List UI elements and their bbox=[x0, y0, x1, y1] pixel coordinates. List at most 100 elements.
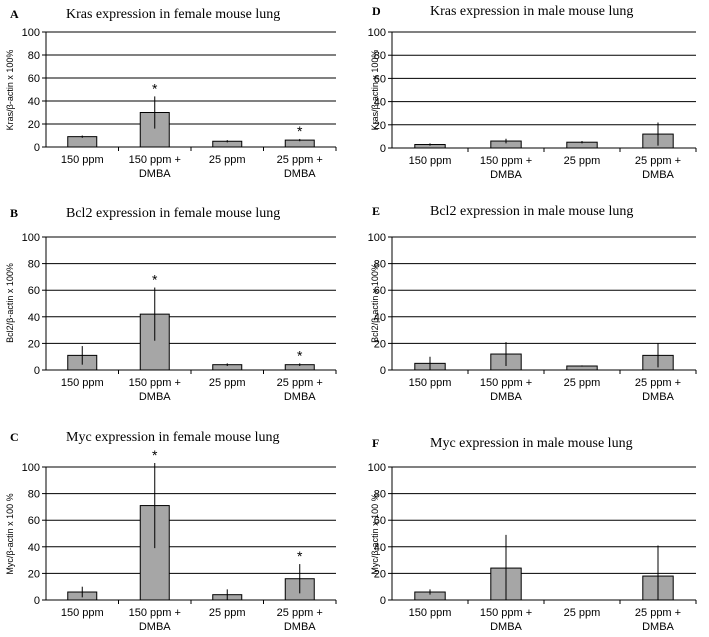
y-tick-label: 100 bbox=[368, 462, 386, 474]
y-tick-label: 80 bbox=[374, 259, 386, 271]
category-label: 150 ppm + bbox=[480, 377, 532, 389]
significance-marker: * bbox=[152, 272, 158, 288]
category-label: 25 ppm + bbox=[277, 154, 323, 166]
category-label: 150 ppm bbox=[61, 377, 104, 389]
chart-panel-b: B Bcl2 expression in female mouse lung 0 20… bbox=[5, 206, 337, 403]
y-tick-label: 80 bbox=[374, 50, 386, 62]
chart-panel-e: E Bcl2 expression in male mouse lung 0 20 40… bbox=[368, 204, 697, 403]
y-tick-label: 0 bbox=[380, 143, 386, 155]
chart-panel-c: C Myc expression in female mouse lung 0 20 4… bbox=[5, 430, 337, 633]
y-tick-label: 40 bbox=[28, 542, 40, 554]
y-tick-label: 80 bbox=[28, 50, 40, 62]
y-axis-label: Kras/β-actin x 100% bbox=[5, 50, 15, 131]
chart-title: Kras expression in male mouse lung bbox=[430, 4, 633, 19]
y-tick-label: 100 bbox=[22, 27, 40, 39]
category-label: DMBA bbox=[284, 621, 316, 633]
chart-title: Myc expression in female mouse lung bbox=[66, 430, 279, 445]
y-axis-label: Kras/β-actin x 100% bbox=[370, 50, 380, 131]
panel-letter: C bbox=[10, 430, 19, 444]
y-tick-label: 100 bbox=[22, 232, 40, 244]
y-tick-label: 20 bbox=[374, 120, 386, 132]
category-label: DMBA bbox=[284, 168, 316, 180]
y-axis-label: Myc/β-actin x 100 % bbox=[5, 493, 15, 574]
y-tick-label: 40 bbox=[28, 96, 40, 108]
category-label: DMBA bbox=[642, 169, 674, 181]
category-label: 150 ppm + bbox=[480, 607, 532, 619]
y-tick-label: 20 bbox=[374, 568, 386, 580]
significance-marker: * bbox=[297, 548, 303, 564]
category-label: DMBA bbox=[139, 621, 171, 633]
chart-panel-d: D Kras expression in male mouse lung 0 20 40… bbox=[368, 4, 697, 181]
chart-panel-a: A Kras expression in female mouse lung 0 20… bbox=[5, 7, 337, 180]
category-label: DMBA bbox=[284, 391, 316, 403]
category-label: 150 ppm bbox=[61, 607, 104, 619]
panel-letter: B bbox=[10, 206, 18, 220]
y-tick-label: 60 bbox=[374, 285, 386, 297]
category-label: 150 ppm + bbox=[129, 607, 181, 619]
panel-letter: E bbox=[372, 204, 380, 218]
y-tick-label: 0 bbox=[34, 595, 40, 607]
category-label: 150 ppm + bbox=[129, 377, 181, 389]
y-tick-label: 0 bbox=[34, 365, 40, 377]
y-tick-label: 40 bbox=[374, 97, 386, 109]
chart-title: Kras expression in female mouse lung bbox=[66, 7, 280, 22]
category-label: 25 ppm bbox=[564, 607, 601, 619]
y-tick-label: 80 bbox=[374, 489, 386, 501]
category-label: DMBA bbox=[139, 391, 171, 403]
significance-marker: * bbox=[297, 347, 303, 363]
y-tick-label: 40 bbox=[374, 542, 386, 554]
y-tick-label: 80 bbox=[28, 259, 40, 271]
category-label: 25 ppm + bbox=[635, 607, 681, 619]
y-tick-label: 0 bbox=[380, 365, 386, 377]
category-label: 25 ppm + bbox=[277, 607, 323, 619]
chart-title: Myc expression in male mouse lung bbox=[430, 436, 633, 451]
y-axis-label: Bcl2/β-actin x 100% bbox=[5, 263, 15, 343]
panel-letter: F bbox=[372, 436, 379, 450]
y-tick-label: 20 bbox=[374, 338, 386, 350]
y-tick-label: 100 bbox=[22, 462, 40, 474]
significance-marker: * bbox=[152, 447, 158, 463]
significance-marker: * bbox=[297, 123, 303, 139]
y-tick-label: 20 bbox=[28, 338, 40, 350]
y-tick-label: 40 bbox=[28, 312, 40, 324]
category-label: DMBA bbox=[490, 621, 522, 633]
y-tick-label: 100 bbox=[368, 232, 386, 244]
y-tick-label: 80 bbox=[28, 489, 40, 501]
category-label: 150 ppm bbox=[61, 154, 104, 166]
panel-letter: A bbox=[10, 7, 19, 21]
y-tick-label: 20 bbox=[28, 119, 40, 131]
y-tick-label: 60 bbox=[28, 515, 40, 527]
category-label: 25 ppm bbox=[209, 154, 246, 166]
category-label: DMBA bbox=[139, 168, 171, 180]
category-label: 150 ppm bbox=[409, 155, 452, 167]
category-label: 25 ppm bbox=[209, 377, 246, 389]
y-tick-label: 60 bbox=[28, 73, 40, 85]
category-label: 25 ppm bbox=[209, 607, 246, 619]
category-label: 150 ppm + bbox=[129, 154, 181, 166]
y-axis-label: Bcl2/β-actin x 100% bbox=[370, 263, 380, 343]
category-label: DMBA bbox=[490, 169, 522, 181]
y-tick-label: 100 bbox=[368, 27, 386, 39]
category-label: 25 ppm bbox=[564, 377, 601, 389]
y-tick-label: 60 bbox=[28, 285, 40, 297]
y-tick-label: 0 bbox=[34, 142, 40, 154]
y-tick-label: 40 bbox=[374, 312, 386, 324]
category-label: 150 ppm bbox=[409, 377, 452, 389]
chart-title: Bcl2 expression in female mouse lung bbox=[66, 206, 280, 221]
chart-panel-f: F Myc expression in male mouse lung 0 20 40 6… bbox=[368, 436, 697, 633]
y-tick-label: 60 bbox=[374, 73, 386, 85]
y-tick-label: 60 bbox=[374, 515, 386, 527]
chart-title: Bcl2 expression in male mouse lung bbox=[430, 204, 633, 219]
category-label: 25 ppm + bbox=[635, 155, 681, 167]
category-label: DMBA bbox=[642, 391, 674, 403]
category-label: 150 ppm + bbox=[480, 155, 532, 167]
category-label: 25 ppm bbox=[564, 155, 601, 167]
category-label: DMBA bbox=[642, 621, 674, 633]
y-tick-label: 20 bbox=[28, 568, 40, 580]
y-axis-label: Myc/β-actin x 100 % bbox=[370, 493, 380, 574]
significance-marker: * bbox=[152, 80, 158, 96]
panel-letter: D bbox=[372, 4, 381, 18]
bar bbox=[139, 112, 170, 148]
category-label: 25 ppm + bbox=[277, 377, 323, 389]
